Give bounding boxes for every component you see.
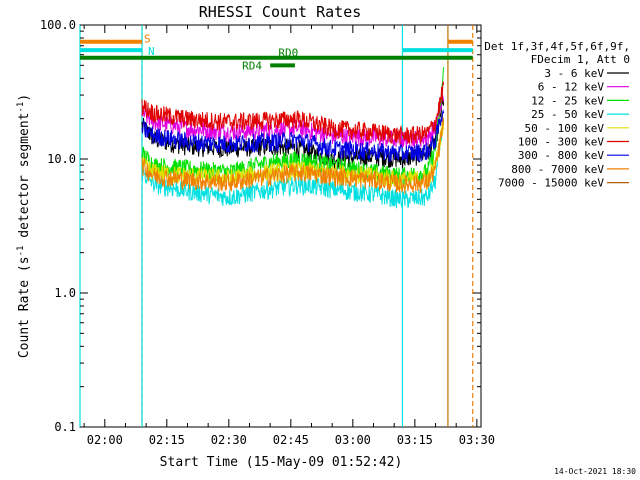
legend-header-2: FDecim 1, Att 0 [531, 53, 630, 66]
y-axis-label-end: ) [17, 94, 32, 102]
series-line-1 [141, 95, 445, 149]
x-tick-label-1: 02:15 [149, 433, 185, 447]
y-axis-label-mid: detector segment [17, 113, 32, 246]
chart-title: RHESSI Count Rates [199, 3, 362, 21]
legend-label-4: 50 - 100 keV [525, 122, 605, 135]
legend: Det 1f,3f,4f,5f,6f,9f, FDecim 1, Att 0 3… [484, 40, 630, 190]
footer-date: 14-Oct-2021 18:30 [554, 467, 636, 476]
x-tick-label-2: 02:30 [211, 433, 247, 447]
plot-frame [79, 24, 482, 428]
x-tick-label-6: 03:30 [459, 433, 495, 447]
x-tick-label-3: 02:45 [273, 433, 309, 447]
legend-label-7: 800 - 7000 keV [511, 163, 604, 176]
flag-label-3: RD4 [242, 59, 262, 72]
legend-label-8: 7000 - 15000 keV [498, 177, 604, 190]
y-tick-label-0: 0.1 [54, 420, 76, 434]
legend-header-1: Det 1f,3f,4f,5f,6f,9f, [484, 40, 630, 53]
legend-label-6: 300 - 800 keV [518, 149, 604, 162]
y-tick-label-1: 1.0 [54, 286, 76, 300]
legend-label-5: 100 - 300 keV [518, 136, 604, 149]
series-group [141, 67, 445, 209]
flag-label-0: S [144, 33, 151, 46]
y-axis-label-base: Count Rate (s [17, 256, 32, 358]
x-axis-label: Start Time (15-May-09 01:52:42) [160, 455, 403, 470]
legend-label-1: 6 - 12 keV [538, 81, 605, 94]
series-line-3 [141, 119, 445, 209]
y-tick-label-2: 10.0 [47, 152, 76, 166]
flag-bars: SN RD0 RD4 [80, 33, 473, 72]
axes: 0.1 1.0 10.0 100.0 02:00 02:15 02:30 02:45 03:00… [40, 18, 495, 447]
legend-label-0: 3 - 6 keV [544, 67, 604, 80]
plot-area [79, 24, 482, 428]
x-tick-label-4: 03:00 [335, 433, 371, 447]
legend-label-2: 12 - 25 keV [531, 94, 604, 107]
series-line-5 [141, 81, 445, 145]
y-axis-label: Count Rate (s-1 detector segment-1) [16, 94, 32, 358]
y-axis-label-exp1: -1 [16, 246, 26, 257]
x-tick-label-0: 02:00 [87, 433, 123, 447]
flag-label-2: RD0 [278, 47, 298, 60]
legend-label-3: 25 - 50 keV [531, 108, 604, 121]
svg-text:Count Rate (s-1 detector segme: Count Rate (s-1 detector segment-1) [16, 94, 32, 358]
series-line-6 [141, 108, 445, 164]
y-tick-label-3: 100.0 [40, 18, 76, 32]
attenuator-lines [79, 25, 474, 427]
series-line-7 [141, 117, 445, 195]
y-axis-label-exp2: -1 [16, 102, 26, 113]
flag-label-1: N [148, 45, 155, 58]
x-tick-label-5: 03:15 [397, 433, 433, 447]
